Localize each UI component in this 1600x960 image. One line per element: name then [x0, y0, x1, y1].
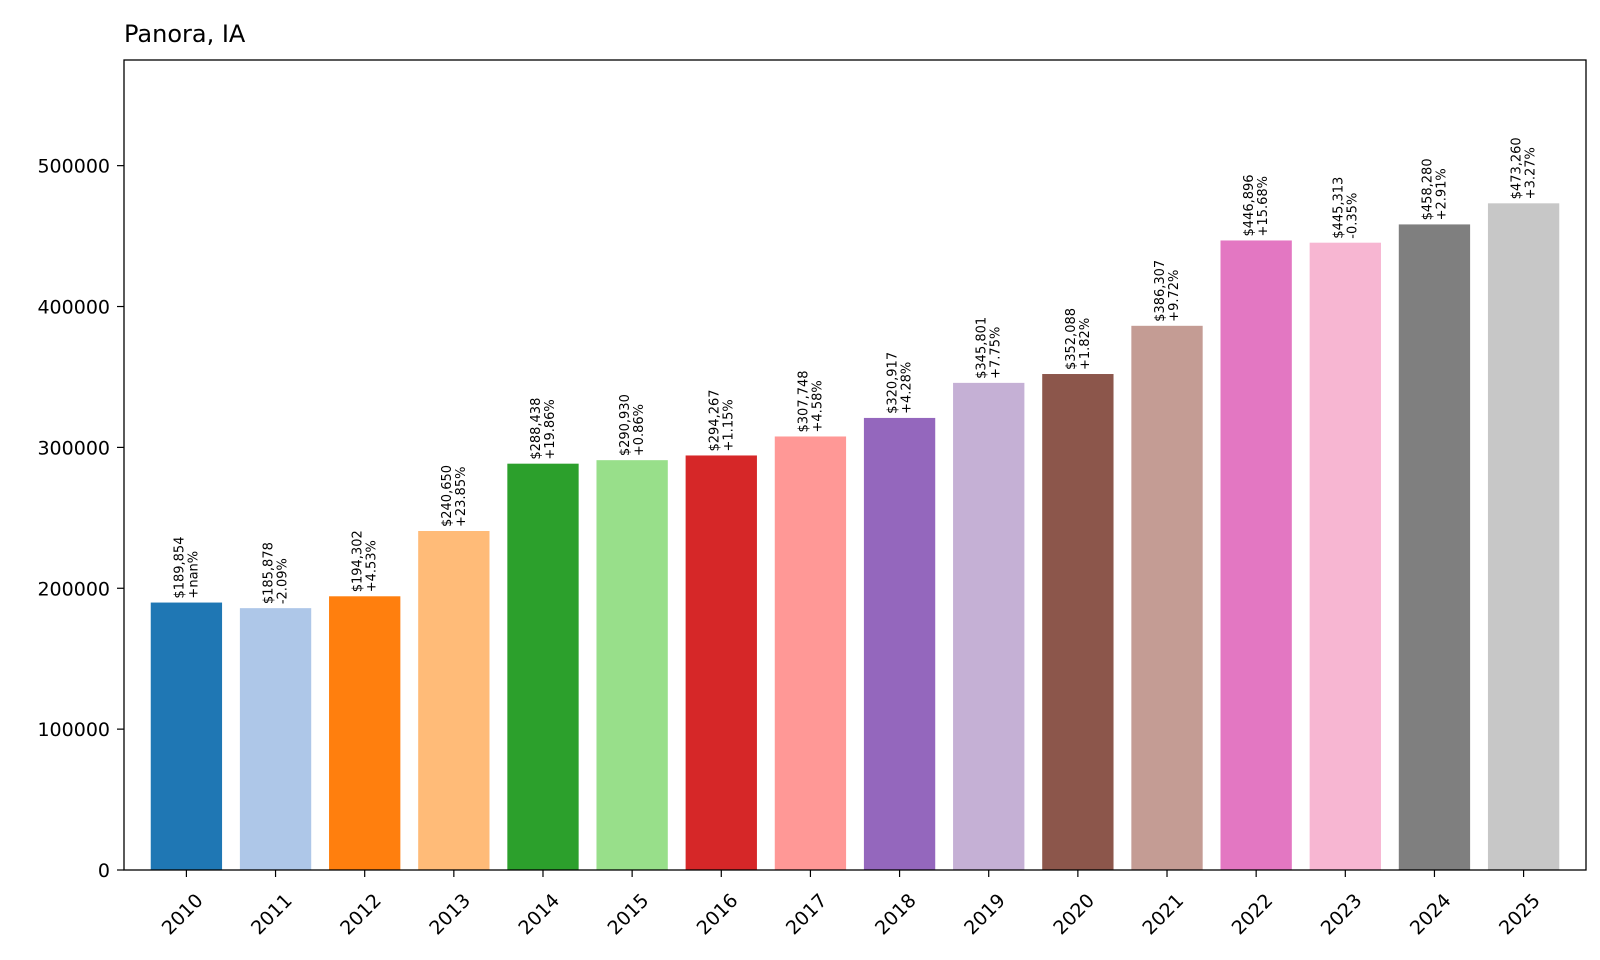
x-tick-label: 2020: [1049, 890, 1099, 940]
x-tick-label: 2010: [158, 890, 208, 940]
x-tick-label: 2023: [1317, 890, 1367, 940]
bar-value-label: $446,896: [1242, 174, 1257, 236]
bar-value-label: $307,748: [796, 370, 811, 432]
bar-value-label: $320,917: [886, 352, 901, 414]
bar-2016: [685, 455, 757, 870]
bar-change-label: -2.09%: [276, 558, 291, 604]
y-tick-label: 500000: [37, 156, 110, 178]
bar-change-label: +2.91%: [1434, 168, 1449, 220]
bar-2019: [953, 382, 1025, 870]
bar-2021: [1131, 325, 1203, 870]
plot-frame: [123, 59, 1587, 871]
bar-2017: [774, 436, 847, 870]
bar-2014: [507, 463, 579, 870]
bar-2013: [418, 531, 490, 870]
bar-value-label: $288,438: [529, 398, 544, 460]
bar-2012: [329, 596, 401, 870]
bar-2018: [863, 417, 936, 870]
x-tick-label: 2022: [1228, 890, 1278, 940]
x-tick-label: 2013: [425, 890, 475, 940]
bar-change-label: +1.15%: [721, 399, 736, 451]
x-tick-label: 2017: [782, 890, 832, 940]
x-tick-label: 2015: [604, 890, 654, 940]
bar-change-label: +3.27%: [1524, 147, 1539, 199]
bar-change-label: +7.75%: [989, 327, 1004, 379]
bar-2011: [239, 608, 312, 870]
x-tick-label: 2016: [693, 890, 743, 940]
bar-change-label: +19.86%: [543, 399, 558, 459]
bar-2010: [150, 602, 223, 870]
bar-value-label: $240,650: [440, 465, 455, 527]
bar-value-label: $189,854: [172, 537, 187, 599]
bar-change-label: -0.35%: [1345, 193, 1360, 239]
y-tick-label: 100000: [37, 719, 110, 741]
bar-value-label: $194,302: [351, 530, 366, 592]
bar-change-label: +23.85%: [454, 467, 469, 527]
bar-change-label: +4.58%: [810, 380, 825, 432]
bar-value-label: $185,878: [262, 542, 277, 604]
bar-2025: [1487, 203, 1560, 870]
y-tick-label: 0: [98, 860, 110, 882]
y-tick-label: 400000: [37, 297, 110, 319]
bar-change-label: +15.68%: [1256, 176, 1271, 236]
x-tick-label: 2019: [960, 890, 1010, 940]
x-tick-label: 2025: [1495, 890, 1545, 940]
bar-value-label: $445,313: [1331, 177, 1346, 239]
x-tick-label: 2014: [514, 890, 564, 940]
bar-value-label: $290,930: [618, 394, 633, 456]
bar-2023: [1309, 242, 1381, 870]
bar-change-label: +0.86%: [632, 404, 647, 456]
bar-value-label: $473,260: [1510, 137, 1525, 199]
bar-2020: [1042, 374, 1114, 870]
bar-2015: [596, 460, 668, 870]
x-tick-label: 2012: [336, 890, 386, 940]
bar-value-label: $386,307: [1153, 260, 1168, 322]
y-tick-label: 200000: [37, 578, 110, 600]
bar-value-label: $345,801: [975, 317, 990, 379]
x-tick-label: 2011: [247, 890, 297, 940]
bar-value-label: $352,088: [1064, 308, 1079, 370]
bar-value-label: $294,267: [707, 389, 722, 451]
bar-change-label: +1.82%: [1078, 318, 1093, 370]
chart-title: Panora, IA: [124, 20, 246, 48]
bar-2024: [1398, 224, 1471, 871]
x-tick-label: 2018: [871, 890, 921, 940]
x-tick-label: 2021: [1138, 890, 1188, 940]
bar-value-label: $458,280: [1420, 158, 1435, 220]
bar-change-label: +4.28%: [900, 362, 915, 414]
y-tick-label: 300000: [37, 437, 110, 459]
bar-change-label: +nan%: [186, 551, 201, 599]
bar-change-label: +4.53%: [365, 540, 380, 592]
bar-2022: [1220, 240, 1292, 870]
x-tick-label: 2024: [1406, 890, 1456, 940]
bar-change-label: +9.72%: [1167, 270, 1182, 322]
